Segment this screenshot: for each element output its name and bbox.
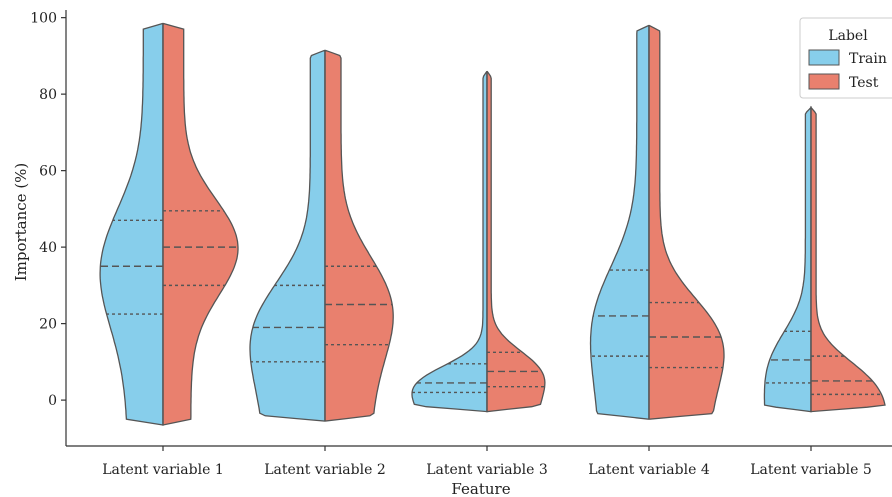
legend-label-train: Train (849, 51, 887, 67)
violin-train-5 (763, 105, 812, 413)
legend-swatch-test (808, 73, 840, 90)
violin-train-1 (99, 22, 164, 426)
violin-test-4 (648, 24, 725, 420)
y-tick-label: 60 (39, 164, 57, 180)
violin-train-2 (249, 49, 326, 422)
violin-test-2 (324, 49, 394, 422)
x-axis-label: Feature (451, 480, 510, 497)
violin-train-3 (411, 70, 488, 413)
y-tick-label: 20 (39, 317, 57, 333)
y-tick-label: 0 (48, 393, 57, 409)
violin-train-4 (589, 24, 650, 420)
legend: Label Train Test (799, 17, 892, 99)
violin-test-3 (486, 70, 546, 413)
x-tick-label: Latent variable 1 (102, 462, 224, 478)
legend-swatch-train (808, 49, 840, 66)
x-tick-label: Latent variable 2 (264, 462, 386, 478)
legend-label-test: Test (849, 75, 879, 91)
x-tick-label: Latent variable 5 (750, 462, 872, 478)
y-tick-label: 100 (30, 11, 57, 27)
violin-test-5 (810, 105, 886, 413)
y-tick-label: 40 (39, 240, 57, 256)
x-tick-label: Latent variable 3 (426, 462, 548, 478)
x-axis: Feature Latent variable 1 Latent variable… (66, 445, 892, 497)
y-axis-label: Importance (%) (12, 163, 30, 282)
x-tick-label: Latent variable 4 (588, 462, 710, 478)
legend-title: Label (828, 28, 868, 44)
violin-test-1 (162, 22, 239, 426)
y-axis: Importance (%) 0 20 40 60 80 100 (12, 10, 67, 446)
y-tick-label: 80 (39, 87, 57, 103)
plot-area (99, 22, 886, 426)
